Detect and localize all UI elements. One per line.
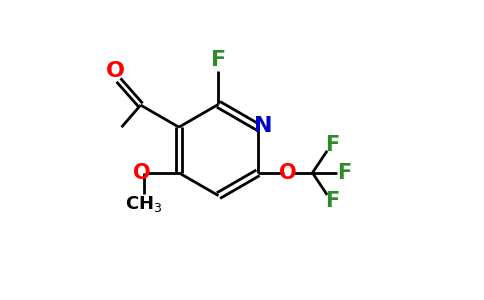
Text: O: O <box>279 163 296 183</box>
Text: O: O <box>106 61 125 81</box>
Text: F: F <box>337 163 351 183</box>
Text: N: N <box>254 116 272 136</box>
Text: F: F <box>211 50 226 70</box>
Text: F: F <box>325 135 339 155</box>
Text: O: O <box>133 163 151 183</box>
Text: CH$_3$: CH$_3$ <box>125 194 162 214</box>
Text: F: F <box>325 191 339 211</box>
